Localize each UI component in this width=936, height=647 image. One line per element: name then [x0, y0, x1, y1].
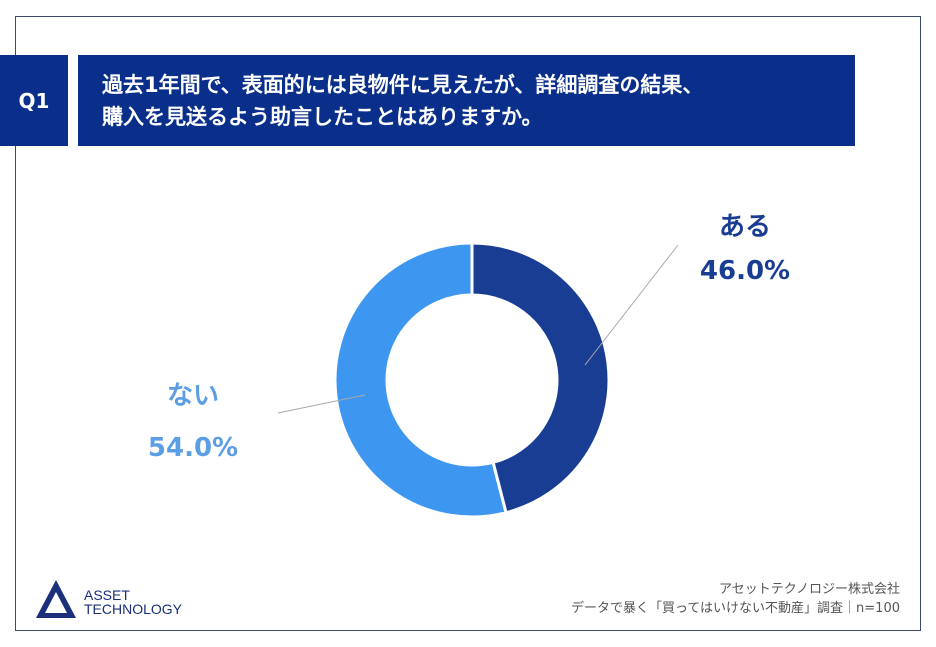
footer-company: アセットテクノロジー株式会社	[719, 582, 900, 597]
question-line-2: 購入を見送るよう助言したことはありますか。	[102, 105, 543, 129]
svg-text:ASSET: ASSET	[84, 587, 130, 603]
label-nai: ない 54.0%	[138, 370, 248, 474]
category-label: ない	[166, 381, 219, 411]
footer: アセットテクノロジー株式会社データで暴く「買ってはいけない不動産」調査｜n=10…	[571, 580, 900, 618]
donut-slice-1	[333, 241, 508, 519]
asset-technology-logo: ASSET TECHNOLOGY	[34, 578, 234, 626]
question-title: 過去1年間で、表面的には良物件に見えたが、詳細調査の結果、 購入を見送るよう助言し…	[78, 55, 855, 146]
question-number: Q1	[0, 55, 68, 146]
value-label: 54.0%	[147, 433, 239, 463]
question-line-1: 過去1年間で、表面的には良物件に見えたが、詳細調査の結果、	[102, 73, 704, 97]
donut-slice-0	[470, 241, 611, 515]
leader-line-aru	[584, 244, 679, 366]
category-label: ある	[718, 212, 771, 242]
footer-survey: データで暴く「買ってはいけない不動産」調査｜n=100	[570, 601, 900, 616]
label-aru: ある 46.0%	[690, 205, 800, 293]
leader-line-nai	[277, 394, 366, 414]
value-label: 46.0%	[699, 256, 791, 286]
svg-text:TECHNOLOGY: TECHNOLOGY	[84, 601, 183, 617]
card-frame	[15, 16, 921, 631]
